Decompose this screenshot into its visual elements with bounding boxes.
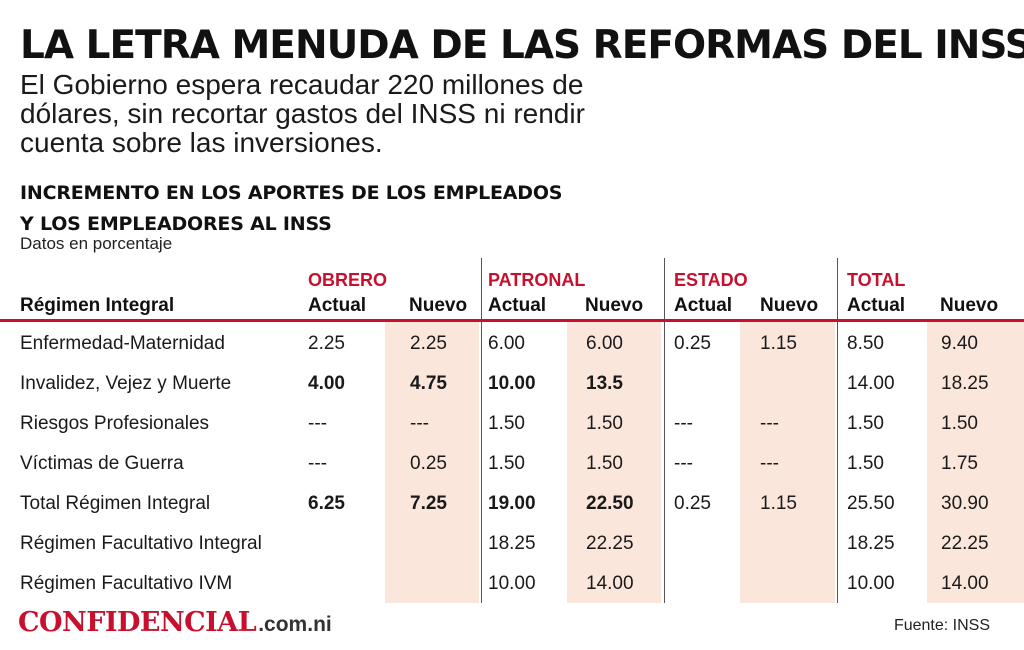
- table-cell: 9.40: [941, 333, 978, 354]
- table-cell: 1.50: [847, 413, 884, 434]
- table-cell: 1.50: [488, 413, 525, 434]
- column-header: Actual: [308, 295, 367, 316]
- table-cell: 14.00: [847, 373, 895, 394]
- source-note: Fuente: INSS: [893, 617, 990, 634]
- row-label: Víctimas de Guerra: [20, 453, 184, 474]
- table-cell: 1.15: [760, 333, 797, 354]
- table-cell: 1.15: [760, 493, 797, 514]
- row-label: Enfermedad-Maternidad: [20, 333, 225, 354]
- table-cell: 22.50: [586, 493, 634, 514]
- table-row: Enfermedad-Maternidad 2.25 2.25 6.00 6.0…: [0, 323, 1024, 363]
- row-header: Régimen Integral: [20, 295, 175, 316]
- table-cell: 1.50: [586, 453, 623, 474]
- group-header-estado: ESTADO: [674, 270, 748, 290]
- page-title: LA LETRA MENUDA DE LAS REFORMAS DEL INSS: [20, 23, 1024, 68]
- table-cell: 10.00: [488, 573, 536, 594]
- table-cell: 1.50: [941, 413, 978, 434]
- logo-wordmark: CONFIDENCIAL: [18, 607, 257, 638]
- table-row: Régimen Facultativo IVM 10.00 14.00 10.0…: [0, 563, 1024, 603]
- column-header: Nuevo: [940, 295, 999, 316]
- table-cell: 0.25: [674, 493, 711, 514]
- table-cell: 14.00: [941, 573, 989, 594]
- table-cell: 2.25: [308, 333, 345, 354]
- shade-column-obrero-nuevo: [385, 321, 479, 603]
- table-cell: 1.50: [488, 453, 525, 474]
- table-cell: ---: [308, 453, 327, 474]
- column-header: Nuevo: [585, 295, 644, 316]
- group-header-total: TOTAL: [847, 270, 906, 290]
- column-header: Nuevo: [760, 295, 819, 316]
- table-row: Régimen Facultativo Integral 18.25 22.25…: [0, 523, 1024, 563]
- table-cell: 1.50: [586, 413, 623, 434]
- table-cell: 0.25: [674, 333, 711, 354]
- table-cell: 18.25: [488, 533, 536, 554]
- table-row: Total Régimen Integral 6.25 7.25 19.00 2…: [0, 483, 1024, 523]
- table-cell: 6.00: [586, 333, 623, 354]
- table-cell: ---: [674, 413, 693, 434]
- group-divider-patronal: [481, 258, 482, 603]
- page-subtitle: El Gobierno espera recaudar 220 millones…: [20, 69, 585, 158]
- group-divider-estado: [664, 258, 665, 603]
- table-title: INCREMENTO EN LOS APORTES DE LOS EMPLEAD…: [20, 178, 640, 240]
- table-cell: ---: [760, 453, 779, 474]
- table-cell: 4.00: [308, 373, 345, 394]
- table-cell: 1.50: [847, 453, 884, 474]
- logo-domain: .com.ni: [258, 613, 332, 636]
- group-divider-total: [837, 258, 838, 603]
- table-cell: 6.25: [308, 493, 345, 514]
- row-label: Régimen Facultativo Integral: [20, 533, 262, 554]
- header-divider: [0, 319, 1024, 322]
- table-cell: 14.00: [586, 573, 634, 594]
- shade-column-total-nuevo: [927, 321, 1024, 603]
- table-cell: 19.00: [488, 493, 536, 514]
- table-row: Riesgos Profesionales --- --- 1.50 1.50 …: [0, 403, 1024, 443]
- table-cell: 18.25: [847, 533, 895, 554]
- table-cell: 10.00: [847, 573, 895, 594]
- table-cell: 18.25: [941, 373, 989, 394]
- table-cell: 8.50: [847, 333, 884, 354]
- table-cell: 30.90: [941, 493, 989, 514]
- column-header: Actual: [488, 295, 547, 316]
- table-cell: 6.00: [488, 333, 525, 354]
- table-cell: ---: [760, 413, 779, 434]
- table-cell: 10.00: [488, 373, 536, 394]
- table-cell: 7.25: [410, 493, 447, 514]
- table-cell: ---: [308, 413, 327, 434]
- column-header: Actual: [847, 295, 906, 316]
- table-cell: 0.25: [410, 453, 447, 474]
- row-label: Riesgos Profesionales: [20, 413, 210, 434]
- row-label: Total Régimen Integral: [20, 493, 211, 514]
- group-header-patronal: PATRONAL: [488, 270, 586, 290]
- table-cell: 22.25: [586, 533, 634, 554]
- row-label: Régimen Facultativo IVM: [20, 573, 233, 594]
- table-cell: 4.75: [410, 373, 447, 394]
- column-header: Actual: [674, 295, 733, 316]
- table-row: Víctimas de Guerra --- 0.25 1.50 1.50 --…: [0, 443, 1024, 483]
- table-cell: 13.5: [586, 373, 623, 394]
- table-title-line-2: Y LOS EMPLEADORES AL INSS: [20, 213, 332, 235]
- table-cell: ---: [410, 413, 429, 434]
- shade-column-patronal-nuevo: [567, 321, 661, 603]
- table-cell: 22.25: [941, 533, 989, 554]
- table-title-line-1: INCREMENTO EN LOS APORTES DE LOS EMPLEAD…: [20, 182, 563, 204]
- table-cell: ---: [674, 453, 693, 474]
- row-label: Invalidez, Vejez y Muerte: [20, 373, 232, 394]
- units-note: Datos en porcentaje: [20, 234, 173, 253]
- table-cell: 1.75: [941, 453, 978, 474]
- table-cell: 25.50: [847, 493, 895, 514]
- group-header-obrero: OBRERO: [308, 270, 388, 290]
- column-header: Nuevo: [409, 295, 468, 316]
- table-row: Invalidez, Vejez y Muerte 4.00 4.75 10.0…: [0, 363, 1024, 403]
- shade-column-estado-nuevo: [740, 321, 835, 603]
- confidencial-logo: CONFIDENCIAL.com.ni: [18, 607, 332, 643]
- table-cell: 2.25: [410, 333, 447, 354]
